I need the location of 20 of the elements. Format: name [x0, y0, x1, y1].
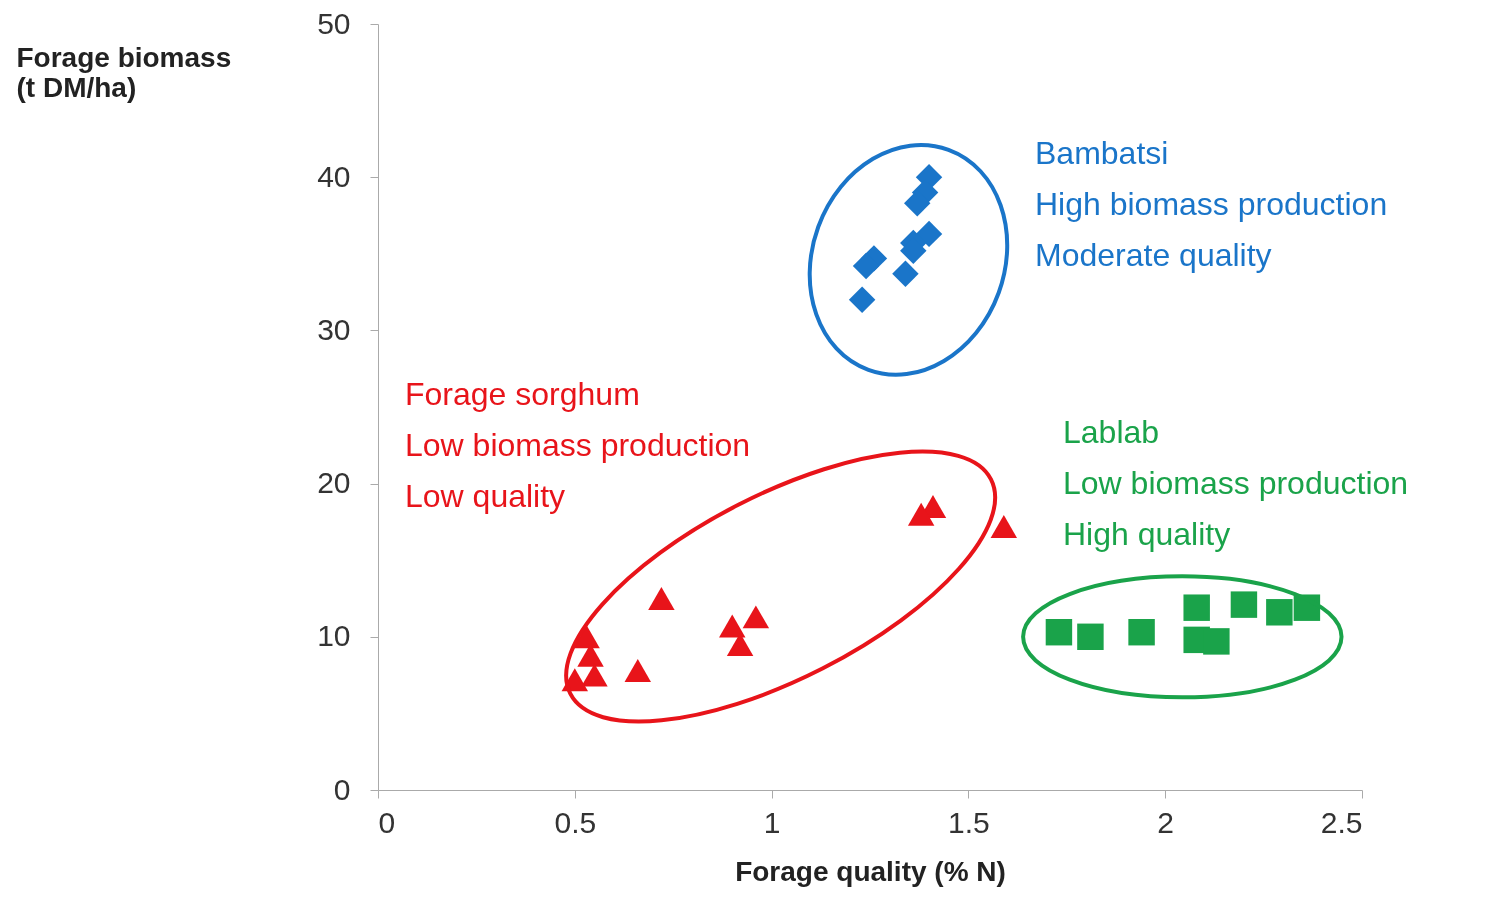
- x-axis-title: Forage quality (% N): [735, 855, 1006, 887]
- x-tick-label: 1: [763, 805, 781, 839]
- y-tick-label: 20: [317, 466, 351, 500]
- y-axis-title: Forage biomass (t DM/ha): [16, 41, 232, 103]
- x-tick-label: 2.5: [1320, 805, 1363, 839]
- annotation: High biomass production Moderate quality: [1035, 186, 1388, 273]
- text: Forage sorghum: [405, 376, 640, 412]
- annotation: Low biomass production High quality: [1063, 465, 1409, 552]
- y-tick-label: 40: [317, 159, 351, 193]
- x-tick-label: 1.5: [948, 805, 990, 839]
- x-tick-label: 2: [1157, 805, 1175, 839]
- y-tick-label: 0: [333, 772, 351, 806]
- text: Lablab: [1063, 414, 1160, 450]
- annotation: Low biomass production Low quality: [405, 427, 751, 514]
- x-tick-label: 0.5: [554, 805, 597, 839]
- y-tick-label: 50: [317, 6, 351, 40]
- y-tick-label: 10: [317, 619, 351, 653]
- y-tick-label: 30: [317, 312, 351, 346]
- text: Bambatsi: [1035, 135, 1169, 171]
- x-tick-label: 0: [378, 805, 396, 839]
